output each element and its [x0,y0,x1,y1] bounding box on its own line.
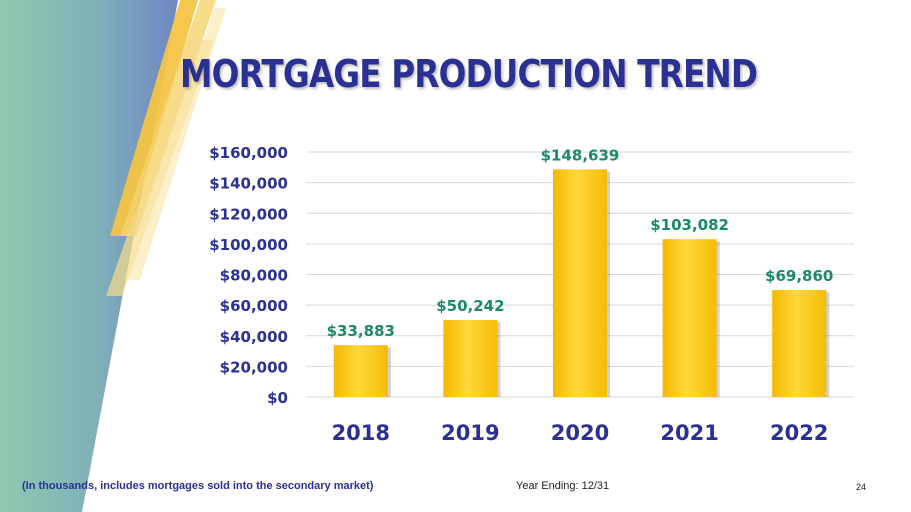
y-tick-label: $100,000 [209,236,288,254]
x-tick-label-2018: 2018 [332,421,390,445]
gold-stripe-1 [110,0,198,236]
y-tick-label: $40,000 [220,328,288,346]
teal-diagonal-band [0,0,178,512]
x-tick-label-2022: 2022 [770,421,828,445]
y-tick-label: $160,000 [209,144,288,162]
bar-2022 [772,290,827,397]
y-tick-label: $140,000 [209,175,288,193]
bars [333,169,830,397]
data-label-2019: $50,242 [436,297,504,315]
bar-2021 [662,239,717,397]
data-labels: $33,883 $50,242 $148,639 $103,082 $69,860 [327,146,834,340]
data-label-2021: $103,082 [650,216,729,234]
y-axis-tick-labels: $0 $20,000 $40,000 $60,000 $80,000 $100,000 $1… [209,144,288,407]
year-ending-note: Year Ending: 12/31 [516,480,610,492]
slide-title: MORTGAGE PRODUCTION TREND [180,52,758,96]
x-tick-label-2021: 2021 [660,421,718,445]
y-tick-label: $0 [267,389,288,407]
footnote: (In thousands, includes mortgages sold i… [22,480,374,492]
x-axis-tick-labels: 2018 2019 2020 2021 2022 [332,421,829,445]
data-label-2018: $33,883 [327,322,395,340]
gold-stripe-4 [128,8,226,280]
bar-2020 [553,169,607,397]
data-label-2022: $69,860 [765,267,833,285]
y-tick-label: $20,000 [220,358,288,376]
y-tick-label: $60,000 [220,297,288,315]
x-tick-label-2019: 2019 [441,421,499,445]
bar-2018 [333,345,388,397]
data-label-2020: $148,639 [541,146,620,164]
x-tick-label-2020: 2020 [551,421,609,445]
page-number: 24 [856,482,867,492]
bar-2019 [443,320,498,397]
y-tick-label: $120,000 [209,205,288,223]
y-tick-label: $80,000 [220,267,288,285]
